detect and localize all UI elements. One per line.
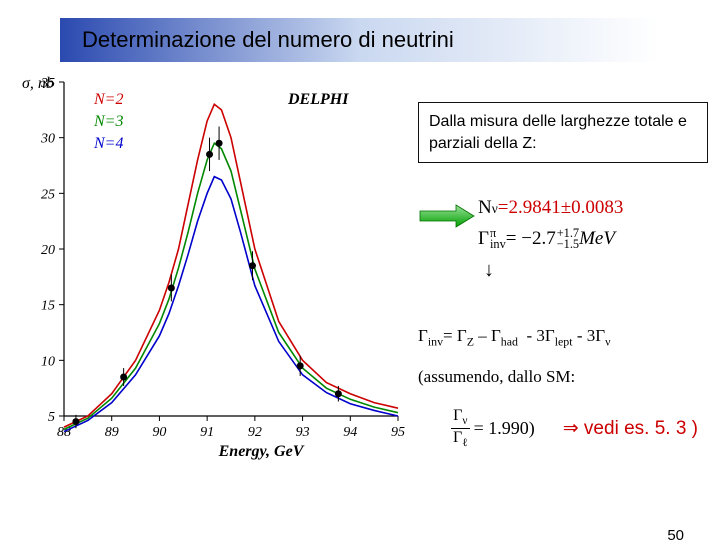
svg-text:DELPHI: DELPHI	[287, 91, 349, 108]
arrow-right-icon	[418, 203, 478, 229]
vedi-reference: ⇒ vedi es. 5. 3 )	[563, 417, 698, 440]
cross-section-chart: 88899091929394955101520253035Energy, GeV…	[8, 72, 408, 462]
n-nu-result: Nν = 2.9841 ± 0.0083	[478, 193, 623, 223]
result-formulas: Nν = 2.9841 ± 0.0083 Γπinv = −2.7+1.7−1.…	[478, 193, 623, 286]
svg-text:92: 92	[248, 425, 262, 440]
gamma-inv-formula: Γinv= ΓZ – Γhad - 3Γlept - 3Γν	[418, 326, 708, 349]
svg-text:σ, nb: σ, nb	[22, 75, 54, 92]
chart-area: 88899091929394955101520253035Energy, GeV…	[8, 72, 408, 462]
page-title: Determinazione del numero di neutrini	[82, 27, 454, 53]
svg-text:30: 30	[40, 132, 55, 147]
arrow-down-icon: ↓	[484, 254, 623, 286]
page-number: 50	[667, 527, 684, 544]
result-block: Nν = 2.9841 ± 0.0083 Γπinv = −2.7+1.7−1.…	[418, 193, 708, 286]
svg-text:91: 91	[200, 425, 214, 440]
title-bar: Determinazione del numero di neutrini	[60, 18, 660, 62]
ratio-formula: Γν Γℓ = 1.990 )	[447, 407, 535, 449]
svg-text:90: 90	[152, 425, 166, 440]
svg-text:20: 20	[41, 243, 55, 258]
svg-text:15: 15	[41, 299, 55, 314]
measure-box: Dalla misura delle larghezze totale e pa…	[418, 102, 708, 163]
svg-text:Energy, GeV: Energy, GeV	[218, 443, 305, 460]
svg-text:93: 93	[296, 425, 310, 440]
bottom-row: Γν Γℓ = 1.990 ) ⇒ vedi es. 5. 3 )	[418, 407, 698, 449]
svg-text:N=3: N=3	[93, 113, 123, 130]
svg-text:N=2: N=2	[93, 91, 123, 108]
main-content: 88899091929394955101520253035Energy, GeV…	[0, 72, 720, 462]
svg-text:25: 25	[41, 187, 55, 202]
svg-text:95: 95	[391, 425, 405, 440]
svg-text:89: 89	[105, 425, 119, 440]
gamma-pi-result: Γπinv = −2.7+1.7−1.5 MeV	[478, 224, 623, 254]
svg-text:10: 10	[41, 354, 55, 369]
right-panel: Dalla misura delle larghezze totale e pa…	[408, 72, 708, 462]
svg-text:94: 94	[343, 425, 357, 440]
svg-text:5: 5	[48, 410, 55, 425]
svg-text:N=4: N=4	[93, 135, 123, 152]
assume-text: (assumendo, dallo SM:	[418, 367, 708, 387]
